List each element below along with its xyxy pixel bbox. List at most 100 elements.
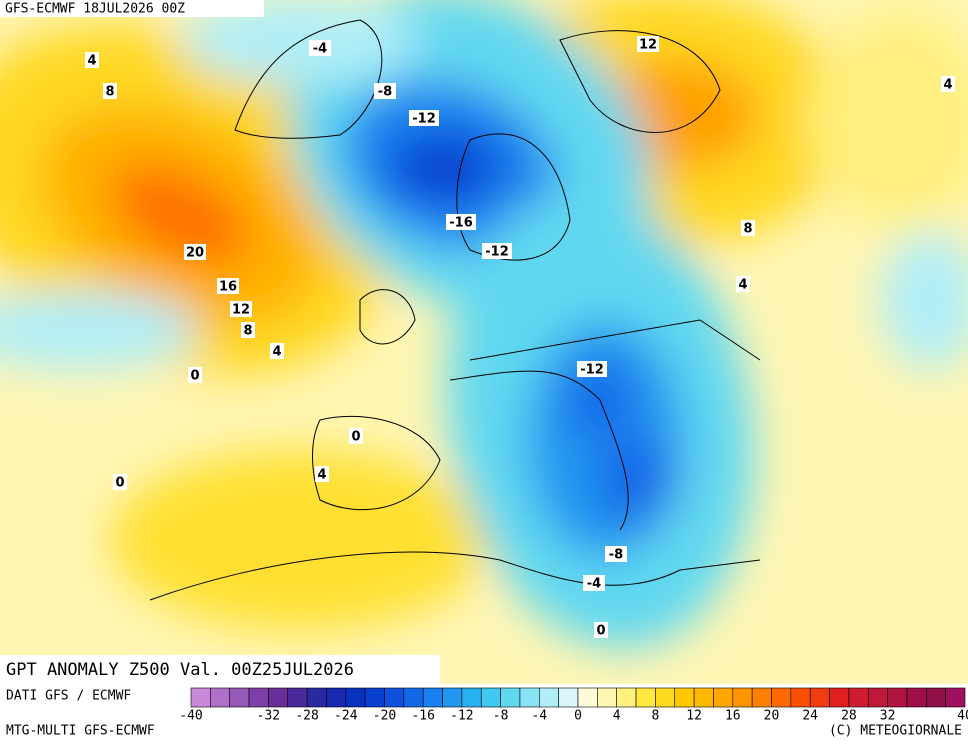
contour-label: 0 [190, 369, 199, 384]
contour-label: -12 [412, 112, 436, 127]
colorbar-swatch [461, 687, 482, 708]
footer-source: DATI GFS / ECMWF [6, 689, 131, 704]
footer-title: GPT ANOMALY Z500 Val. 00Z25JUL2026 [6, 660, 354, 680]
colorbar-swatch [229, 687, 250, 708]
contour-label: -4 [587, 577, 601, 592]
contour-label: -12 [580, 363, 604, 378]
contour-label: 8 [243, 324, 252, 339]
colorbar: -40 -32 -28 -24 -20 -16 -12 -8 -4 0 4 8 12 16 20 24 28 32… [179, 687, 968, 724]
contour-label-box [188, 367, 202, 383]
colorbar-swatch [422, 687, 443, 708]
colorbar-swatch [887, 687, 908, 708]
contour-label-box [241, 322, 255, 338]
contour-label-box [605, 546, 627, 562]
contour-label: 16 [219, 280, 237, 295]
colorbar-swatch [655, 687, 676, 708]
contour-label-box [741, 220, 755, 236]
contour-label-box [446, 214, 476, 230]
colorbar-tick-label: -12 [450, 709, 473, 724]
contour-label: 4 [272, 345, 281, 360]
colorbar-swatch [403, 687, 424, 708]
contour-label-box [374, 83, 396, 99]
contour-label-box [583, 575, 605, 591]
contour-label: -8 [609, 548, 623, 563]
contour-label-box [736, 276, 750, 292]
colorbar-swatch [945, 687, 966, 708]
colorbar-tick-label: 32 [880, 709, 896, 724]
colorbar-swatch [848, 687, 869, 708]
colorbar-swatch [500, 687, 521, 708]
colorbar-tick-label: -28 [295, 709, 318, 724]
contour-label: 12 [639, 38, 657, 53]
contour-label: 8 [743, 222, 752, 237]
colorbar-swatch [287, 687, 308, 708]
colorbar-swatch [268, 687, 289, 708]
footer-model: MTG-MULTI GFS-ECMWF [6, 724, 155, 739]
colorbar-swatch [442, 687, 463, 708]
coastlines [149, 19, 761, 601]
colorbar-swatch [674, 687, 695, 708]
colorbar-tick-label: -20 [373, 709, 396, 724]
colorbar-swatch [906, 687, 927, 708]
colorbar-swatch [693, 687, 714, 708]
colorbar-tick-label: -24 [334, 709, 358, 724]
contour-label: -16 [449, 216, 473, 231]
contour-label-box [482, 243, 512, 259]
colorbar-tick-label: 4 [613, 709, 621, 724]
contour-label: 0 [596, 624, 605, 639]
colorbar-swatch [558, 687, 579, 708]
colorbar-swatch [306, 687, 327, 708]
colorbar-swatch [190, 687, 211, 708]
contour-label-box [103, 83, 117, 99]
colorbar-swatch [538, 687, 559, 708]
contour-label-box [941, 76, 955, 92]
contour-label: 0 [351, 430, 360, 445]
contour-label: 4 [738, 278, 747, 293]
contour-label: 4 [317, 468, 326, 483]
contour-label-box [217, 278, 239, 294]
colorbar-swatch [577, 687, 598, 708]
footer-title-box [0, 655, 440, 684]
contour-label-box [85, 52, 99, 68]
colorbar-tick-label: -40 [179, 709, 202, 724]
colorbar-swatch [925, 687, 946, 708]
colorbar-swatch [713, 687, 734, 708]
colorbar-tick-label: 20 [764, 709, 780, 724]
colorbar-swatch [480, 687, 501, 708]
colorbar-swatch [635, 687, 656, 708]
colorbar-tick-label: 16 [725, 709, 741, 724]
colorbar-swatch [345, 687, 366, 708]
contour-labels: 4 8 -4 -8 -12 12 4 -16 -12 20 16 12 8 8 4 4 0 -12 0 4 0 -8 -4 0 [85, 36, 955, 639]
contour-label-box [577, 361, 607, 377]
colorbar-tick-label: -32 [257, 709, 280, 724]
colorbar-tick-label: -16 [411, 709, 434, 724]
colorbar-tick-label: 24 [802, 709, 818, 724]
colorbar-swatch [751, 687, 772, 708]
contour-label: 4 [87, 54, 96, 69]
contour-label: 20 [186, 246, 204, 261]
colorbar-tick-label: 8 [651, 709, 659, 724]
footer-copyright: (C) METEOGIORNALE [829, 724, 962, 739]
colorbar-tick-label: 0 [574, 709, 582, 724]
colorbar-tick-label: -4 [531, 709, 547, 724]
contour-label: -8 [378, 85, 392, 100]
contour-label-box [594, 622, 608, 638]
contour-label-box [409, 110, 439, 126]
map-field [0, 0, 968, 684]
colorbar-swatch [364, 687, 385, 708]
contour-label: 4 [943, 78, 952, 93]
contour-label-box [349, 428, 363, 444]
colorbar-swatch [867, 687, 888, 708]
colorbar-swatch [790, 687, 811, 708]
colorbar-swatch [597, 687, 617, 708]
colorbar-tick-label: 40 [957, 709, 968, 724]
colorbar-swatch [248, 687, 269, 708]
colorbar-tick-label: -8 [493, 709, 509, 724]
contour-label-box [184, 244, 206, 260]
contour-label: 0 [115, 476, 124, 491]
colorbar-swatch [210, 687, 231, 708]
contour-label: 12 [232, 303, 250, 318]
colorbar-swatch [809, 687, 830, 708]
colorbar-tick-label: 12 [686, 709, 702, 724]
contour-label: -4 [313, 42, 327, 57]
